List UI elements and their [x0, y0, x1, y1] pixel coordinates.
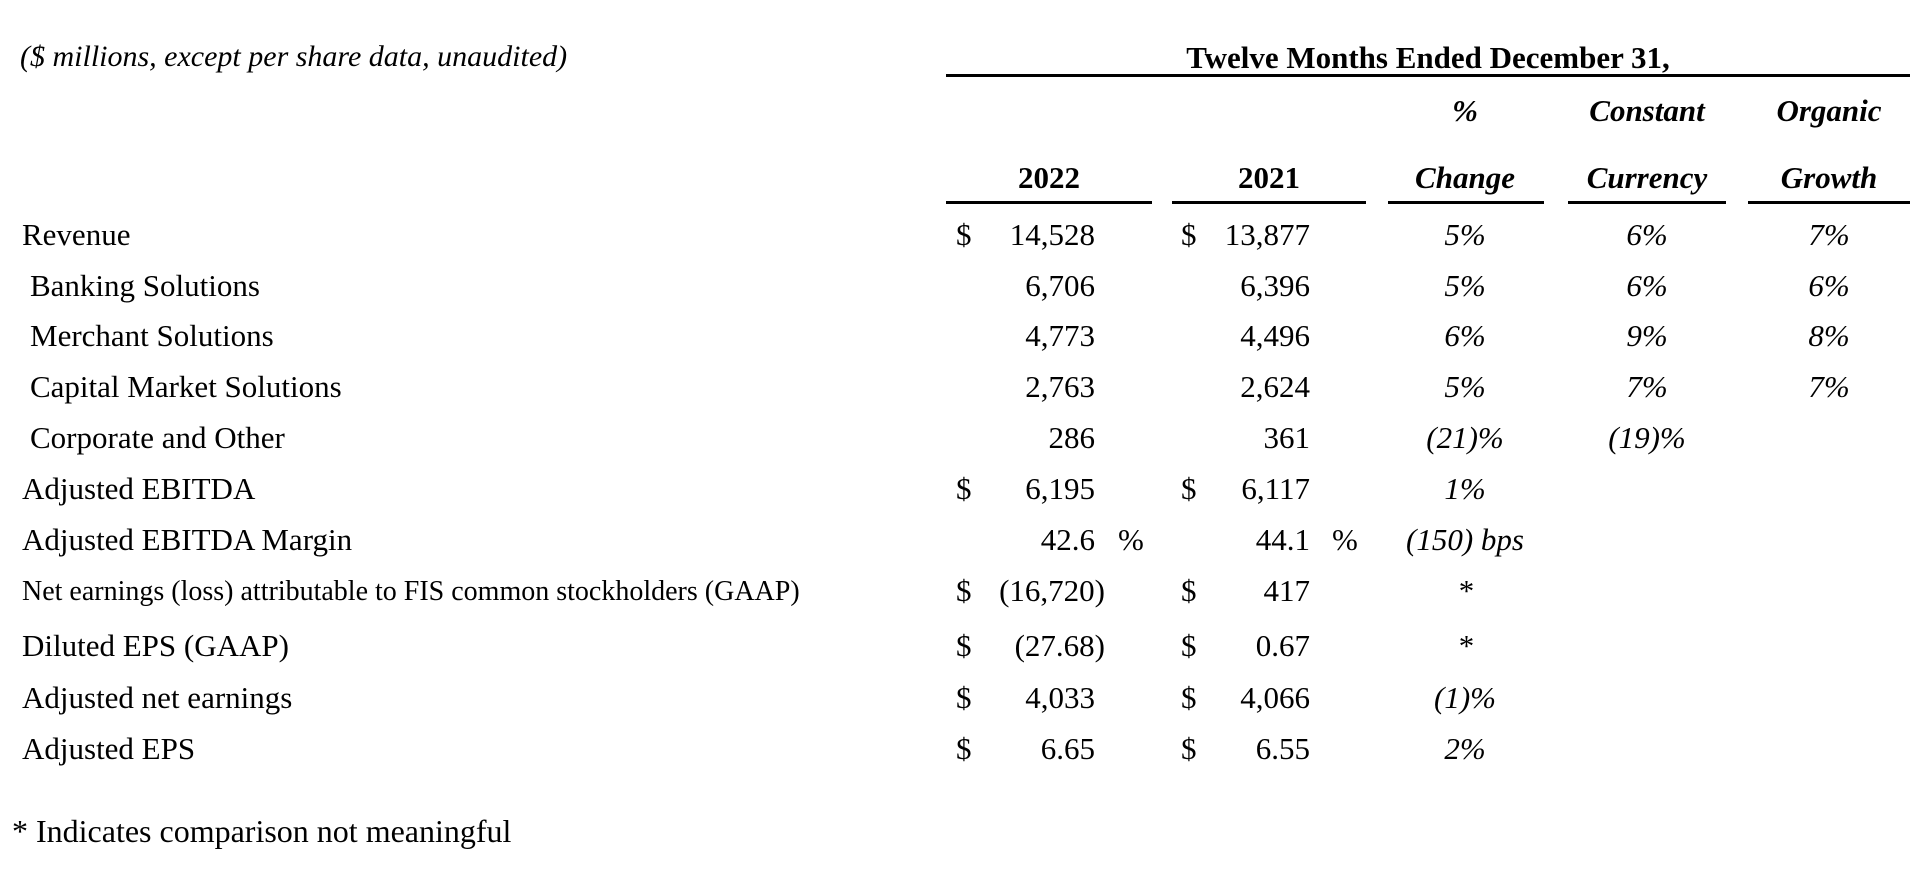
revenue-organic-growth: 7%	[1808, 217, 1850, 252]
net-earnings-2022-value: (16,720)	[999, 573, 1105, 608]
ebitda-margin-2021-value: 44.1	[1255, 522, 1310, 557]
year-2021-rule	[1172, 201, 1366, 204]
row-label-capital-market-solutions: Capital Market Solutions	[30, 369, 342, 404]
adj-net-earnings-2022-value: 4,033	[1025, 680, 1095, 715]
ebitda-2021-dollar: $	[1181, 471, 1197, 506]
capital-markets-2021-value: 2,624	[1240, 369, 1310, 404]
revenue-2021-value: 13,877	[1224, 217, 1310, 252]
organic-growth-header-top: Organic	[1776, 93, 1882, 128]
organic-growth-rule	[1748, 201, 1910, 204]
adj-net-earnings-2021-value: 4,066	[1240, 680, 1310, 715]
merchant-organic-growth: 8%	[1808, 318, 1850, 353]
adj-eps-2022-dollar: $	[956, 731, 972, 766]
net-earnings-change: *	[1457, 573, 1473, 608]
row-label-adjusted-ebitda: Adjusted EBITDA	[22, 471, 256, 506]
corporate-change: (21)%	[1426, 420, 1504, 455]
ebitda-margin-change: (150) bps	[1406, 522, 1524, 557]
pct-change-rule	[1388, 201, 1544, 204]
diluted-eps-2021-dollar: $	[1181, 628, 1197, 663]
merchant-constant-currency: 9%	[1626, 318, 1668, 353]
capital-markets-change: 5%	[1444, 369, 1486, 404]
net-earnings-2021-dollar: $	[1181, 573, 1197, 608]
corporate-2021-value: 361	[1263, 420, 1311, 455]
year-2021-header: 2021	[1238, 160, 1300, 195]
corporate-2022-value: 286	[1048, 420, 1096, 455]
period-group-title: Twelve Months Ended December 31,	[1186, 40, 1670, 75]
constant-currency-rule	[1568, 201, 1726, 204]
pct-change-header-bottom: Change	[1415, 160, 1515, 195]
revenue-constant-currency: 6%	[1626, 217, 1668, 252]
ebitda-2021-value: 6,117	[1241, 471, 1310, 506]
banking-2022-value: 6,706	[1025, 268, 1095, 303]
capital-markets-organic-growth: 7%	[1808, 369, 1850, 404]
row-label-net-earnings-gaap: Net earnings (loss) attributable to FIS …	[22, 576, 800, 607]
capital-markets-constant-currency: 7%	[1626, 369, 1668, 404]
banking-2021-value: 6,396	[1240, 268, 1310, 303]
diluted-eps-2022-value: (27.68)	[1014, 628, 1105, 663]
capital-markets-2022-value: 2,763	[1025, 369, 1095, 404]
ebitda-change: 1%	[1444, 471, 1486, 506]
row-label-adjusted-ebitda-margin: Adjusted EBITDA Margin	[22, 522, 353, 557]
adj-eps-2022-value: 6.65	[1040, 731, 1095, 766]
adj-net-earnings-change: (1)%	[1434, 680, 1496, 715]
group-title-rule	[946, 74, 1910, 77]
ebitda-margin-2021-percent: %	[1332, 522, 1358, 557]
banking-change: 5%	[1444, 268, 1486, 303]
adj-net-earnings-2022-dollar: $	[956, 680, 972, 715]
ebitda-margin-2022-percent: %	[1118, 522, 1144, 557]
adj-eps-2021-dollar: $	[1181, 731, 1197, 766]
adj-eps-change: 2%	[1444, 731, 1486, 766]
merchant-2022-value: 4,773	[1025, 318, 1095, 353]
row-label-revenue: Revenue	[22, 217, 131, 252]
net-earnings-2022-dollar: $	[956, 573, 972, 608]
row-label-merchant-solutions: Merchant Solutions	[30, 318, 274, 353]
adj-net-earnings-2021-dollar: $	[1181, 680, 1197, 715]
banking-constant-currency: 6%	[1626, 268, 1668, 303]
ebitda-2022-value: 6,195	[1025, 471, 1095, 506]
footnote: * Indicates comparison not meaningful	[12, 813, 512, 849]
revenue-2022-value: 14,528	[1009, 217, 1095, 252]
banking-organic-growth: 6%	[1808, 268, 1850, 303]
year-2022-header: 2022	[1018, 160, 1080, 195]
year-2022-rule	[946, 201, 1152, 204]
diluted-eps-change: *	[1457, 628, 1473, 663]
row-label-adjusted-eps: Adjusted EPS	[22, 731, 196, 766]
revenue-2022-dollar: $	[956, 217, 972, 252]
units-note: ($ millions, except per share data, unau…	[20, 40, 568, 73]
row-label-adjusted-net-earnings: Adjusted net earnings	[22, 680, 293, 715]
diluted-eps-2022-dollar: $	[956, 628, 972, 663]
row-label-diluted-eps-gaap: Diluted EPS (GAAP)	[22, 628, 289, 663]
net-earnings-2021-value: 417	[1263, 573, 1311, 608]
pct-change-header-top: %	[1452, 93, 1478, 128]
constant-currency-header-top: Constant	[1589, 93, 1705, 128]
merchant-2021-value: 4,496	[1240, 318, 1310, 353]
merchant-change: 6%	[1444, 318, 1486, 353]
constant-currency-header-bottom: Currency	[1586, 160, 1708, 195]
diluted-eps-2021-value: 0.67	[1255, 628, 1310, 663]
row-label-banking-solutions: Banking Solutions	[30, 268, 260, 303]
organic-growth-header-bottom: Growth	[1780, 160, 1878, 195]
revenue-2021-dollar: $	[1181, 217, 1197, 252]
revenue-change: 5%	[1444, 217, 1486, 252]
ebitda-margin-2022-value: 42.6	[1040, 522, 1095, 557]
corporate-constant-currency: (19)%	[1608, 420, 1686, 455]
row-label-corporate-and-other: Corporate and Other	[30, 420, 285, 455]
ebitda-2022-dollar: $	[956, 471, 972, 506]
adj-eps-2021-value: 6.55	[1255, 731, 1310, 766]
